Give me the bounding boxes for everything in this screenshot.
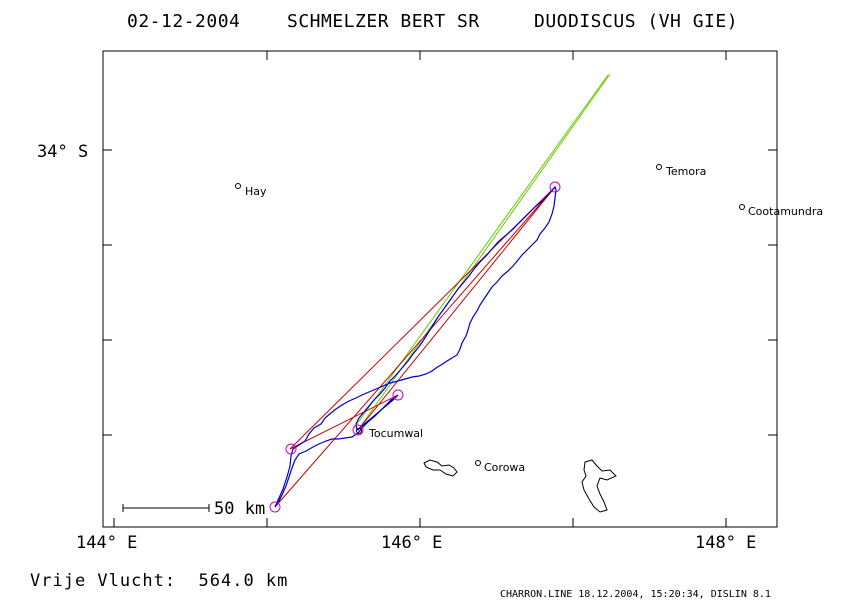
turnpoint-2 (285, 443, 297, 455)
software-credit: CHARRON.LINE 18.12.2004, 15:20:34, DISLI… (500, 589, 771, 600)
turnpoint-4 (352, 424, 364, 436)
scale-bar (122, 504, 210, 512)
pilot-name: SCHMELZER BERT SR (287, 11, 480, 32)
town-label: Temora (665, 165, 706, 178)
x-ticks (113, 51, 727, 527)
town-cootamundra: Cootamundra (739, 204, 823, 218)
town-temora: Temora (656, 164, 706, 178)
town-label: Hay (245, 185, 267, 198)
lat-label-34s: 34° S (37, 142, 88, 162)
town-label: Tocumwal (368, 427, 423, 440)
turnpoint-1 (269, 501, 281, 513)
flight-date: 02-12-2004 (127, 11, 240, 32)
lon-label-146e: 146° E (381, 533, 442, 553)
glider-name: DUODISCUS (VH GIE) (534, 11, 738, 32)
town-label: Cootamundra (748, 205, 823, 218)
turnpoints (269, 181, 561, 513)
lon-label-144e: 144° E (76, 533, 137, 553)
town-tocumwal: Tocumwal (356, 427, 423, 440)
flight-track (274, 185, 557, 508)
town-corowa: Corowa (475, 460, 525, 474)
town-hay: Hay (235, 183, 267, 198)
free-flight-distance: Vrije Vlucht: 564.0 km (30, 571, 288, 591)
y-ticks (103, 149, 777, 436)
map-frame (102, 50, 778, 528)
lake-outline-east (581, 459, 617, 513)
town-label: Corowa (484, 461, 525, 474)
scale-bar-label: 50 km (214, 499, 265, 519)
wind-lines (353, 73, 611, 431)
lake-outline-west (423, 459, 458, 477)
task-line (274, 186, 556, 508)
turnpoint-3 (392, 389, 404, 401)
turnpoint-5 (549, 181, 561, 193)
lon-label-148e: 148° E (695, 533, 756, 553)
